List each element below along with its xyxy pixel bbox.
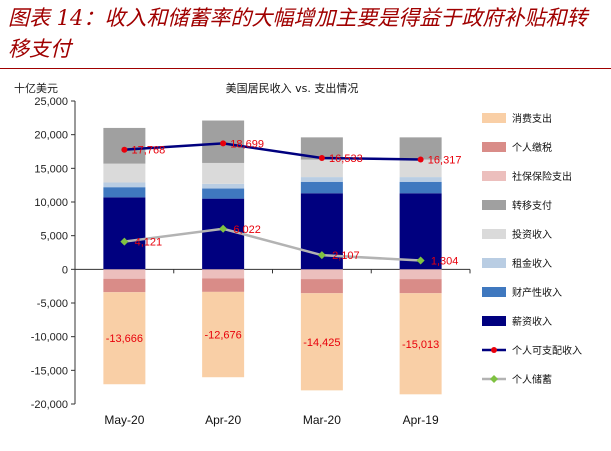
bar-segment	[399, 293, 442, 395]
x-category-label: Apr-20	[205, 413, 241, 427]
legend-swatch	[482, 171, 506, 181]
title-rule	[0, 68, 611, 69]
line-value-label: 6,022	[233, 224, 261, 236]
legend-label: 租金收入	[512, 257, 552, 270]
y-tick-label: -20,000	[31, 399, 68, 411]
y-tick-label: -10,000	[31, 332, 68, 344]
y-axis-unit: 十亿美元	[14, 81, 58, 95]
bar-segment	[103, 278, 146, 293]
legend-label: 社保保险支出	[512, 170, 572, 183]
line-point	[318, 155, 325, 162]
bar-segment	[399, 137, 442, 160]
bar-segment	[103, 182, 146, 188]
bar-segment	[202, 162, 245, 184]
bar-segment	[399, 181, 442, 194]
y-tick-label: 15,000	[34, 163, 68, 175]
line-point	[416, 256, 425, 265]
figure-title: 图表 14：收入和储蓄率的大幅增加主要是得益于政府补贴和转移支付	[8, 6, 588, 61]
legend-swatch	[482, 200, 506, 210]
bar-segment	[202, 291, 245, 378]
legend-label: 个人可支配收入	[512, 344, 582, 357]
y-tick-label: 5,000	[40, 231, 68, 243]
bars	[103, 120, 442, 395]
line-value-label: 2,107	[332, 250, 360, 262]
legend-swatch	[482, 113, 506, 123]
bar-segment	[300, 159, 343, 178]
bar-segment	[103, 163, 146, 183]
bar-segment	[202, 188, 245, 199]
bar-segment	[103, 197, 146, 270]
line-point	[317, 251, 326, 260]
legend-label: 薪资收入	[512, 315, 552, 328]
line-value-label: 4,121	[135, 237, 163, 249]
line-point	[219, 224, 228, 233]
line-point	[417, 156, 424, 163]
x-category-label: Mar-20	[303, 413, 341, 427]
bar-segment	[399, 159, 442, 178]
line-value-label: 16,533	[329, 153, 363, 165]
legend-label: 个人缴税	[512, 141, 552, 154]
series-line	[124, 227, 421, 262]
legend-marker	[490, 375, 498, 383]
bar-segment	[300, 137, 343, 160]
bar-segment	[103, 127, 146, 164]
legend-swatch	[482, 142, 506, 152]
legend: 消费支出个人缴税社保保险支出转移支付投资收入租金收入财产性收入薪资收入个人可支配…	[482, 112, 582, 386]
bar-segment	[202, 269, 245, 279]
legend-label: 财产性收入	[512, 286, 562, 299]
bar-segment	[103, 187, 146, 198]
y-tick-label: 25,000	[34, 96, 68, 108]
line-value-label: 1,304	[431, 256, 459, 268]
legend-label: 投资收入	[512, 228, 552, 241]
legend-swatch	[482, 258, 506, 268]
bar-segment	[300, 177, 343, 182]
lines	[120, 140, 425, 265]
chart-title: 美国居民收入 vs. 支出情况	[226, 81, 359, 95]
legend-swatch	[482, 287, 506, 297]
line-value-label: 18,699	[230, 138, 264, 150]
x-category-label: May-20	[104, 413, 144, 427]
line-value-label: 16,317	[428, 154, 462, 166]
bar-value-label: -15,013	[402, 339, 439, 351]
bar-value-label: -14,425	[303, 337, 340, 349]
bar-segment	[202, 183, 245, 189]
bar-segment	[103, 292, 146, 385]
legend-label: 转移支付	[512, 199, 552, 212]
legend-marker	[491, 347, 497, 353]
bar-segment	[399, 279, 442, 294]
bar-segment	[300, 181, 343, 194]
axes: 25,000 20,000 15,000 10,000 5,000 0 -5,000 -10,…	[31, 96, 471, 427]
x-category-label: Apr-19	[403, 413, 439, 427]
bar-segment	[300, 293, 343, 391]
series-line	[124, 142, 421, 161]
y-tick-label: 10,000	[34, 197, 68, 209]
legend-swatch	[482, 229, 506, 239]
bar-segment	[300, 269, 343, 280]
bar-value-label: -13,666	[106, 333, 143, 345]
bar-value-label: -12,676	[204, 330, 241, 342]
bar-segment	[399, 177, 442, 182]
bar-segment	[399, 269, 442, 280]
legend-swatch	[482, 316, 506, 326]
y-tick-label: 20,000	[34, 130, 68, 142]
bar-segment	[300, 279, 343, 294]
line-point	[220, 140, 227, 147]
bar-segment	[103, 269, 146, 279]
data-labels: -13,666 -12,676 -14,425 -15,013 17,768 18,699…	[106, 138, 462, 350]
bar-segment	[202, 198, 245, 270]
legend-label: 个人储蓄	[512, 373, 552, 386]
line-value-label: 17,768	[132, 145, 166, 157]
bar-segment	[202, 278, 245, 292]
y-tick-label: -5,000	[37, 298, 68, 310]
y-tick-label: 0	[62, 264, 68, 276]
y-tick-label: -15,000	[31, 365, 68, 377]
legend-label: 消费支出	[512, 112, 552, 125]
line-point	[120, 237, 129, 246]
line-point	[121, 146, 128, 153]
